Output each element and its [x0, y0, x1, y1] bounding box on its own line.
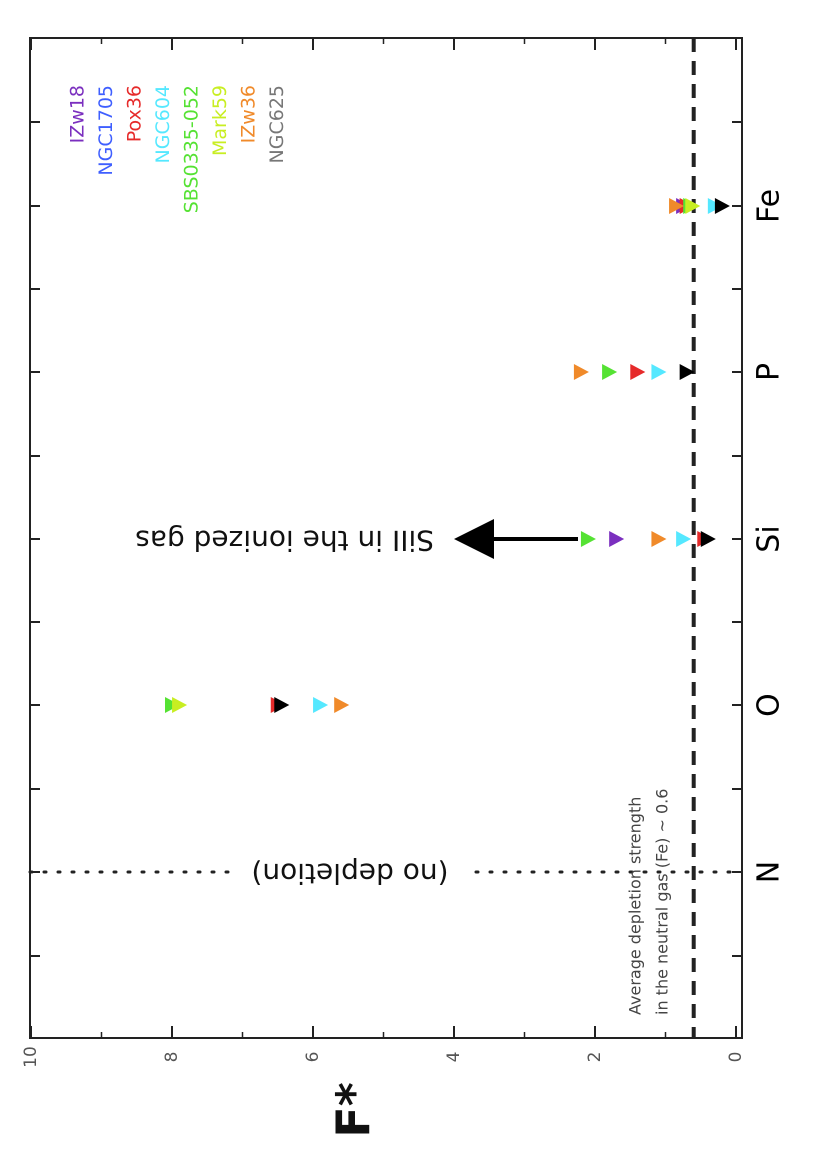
y-tick-label: 8	[162, 1052, 182, 1063]
y-tick-label: 2	[585, 1052, 605, 1063]
data-point-triangle	[651, 364, 667, 380]
legend-entry: Pox36	[124, 85, 146, 142]
data-point-triangle	[685, 198, 701, 214]
y-axis-label: F*	[327, 1082, 381, 1137]
data-points	[165, 198, 730, 713]
data-point-triangle	[676, 531, 692, 547]
data-point-triangle	[274, 697, 290, 713]
y-tick-labels: 0 2 4 6 8 10	[21, 1046, 746, 1068]
legend-entry: IZw18	[67, 85, 89, 143]
data-point-triangle	[651, 531, 667, 547]
data-point-triangle	[630, 364, 646, 380]
y-tick-label: 10	[21, 1046, 41, 1068]
y-tick-label: 0	[726, 1052, 746, 1063]
annotation-no-depletion: (no depletion)	[251, 857, 448, 890]
data-point-triangle	[573, 364, 589, 380]
data-point-triangle	[669, 198, 685, 214]
data-point-triangle	[172, 697, 188, 713]
category-label: P	[752, 363, 787, 381]
category-label: N	[752, 861, 787, 883]
data-point-triangle	[714, 198, 730, 214]
data-point-triangle	[334, 697, 350, 713]
category-label: Si	[752, 525, 787, 552]
legend-entry: NGC625	[266, 85, 288, 163]
legend: IZw18 NGC1705 Pox36 NGC604 SBS0335-052 Mark59…	[67, 85, 289, 213]
y-tick-label: 4	[444, 1052, 464, 1063]
annotation-sii-ionized: SiII in the ionized gas	[135, 524, 434, 557]
category-label: Fe	[752, 189, 787, 223]
data-point-triangle	[609, 531, 625, 547]
data-point-triangle	[602, 364, 618, 380]
legend-entry: NGC604	[152, 85, 174, 163]
data-point-triangle	[679, 364, 695, 380]
annotation-average-line1: Average depletion strength	[626, 797, 645, 1015]
category-label: O	[752, 693, 787, 717]
data-point-triangle	[700, 531, 716, 547]
data-point-triangle	[313, 697, 329, 713]
y-tick-label: 6	[303, 1052, 323, 1063]
data-point-triangle	[580, 531, 596, 547]
category-labels: N O Si P Fe	[752, 189, 787, 883]
legend-entry: SBS0335-052	[181, 85, 203, 213]
legend-entry: Mark59	[209, 85, 231, 156]
legend-entry: IZw36	[238, 85, 260, 143]
tick-marks	[30, 38, 742, 1038]
legend-entry: NGC1705	[95, 85, 117, 176]
annotation-average-line2: in the neutral gas (Fe) ~ 0.6	[653, 789, 672, 1015]
